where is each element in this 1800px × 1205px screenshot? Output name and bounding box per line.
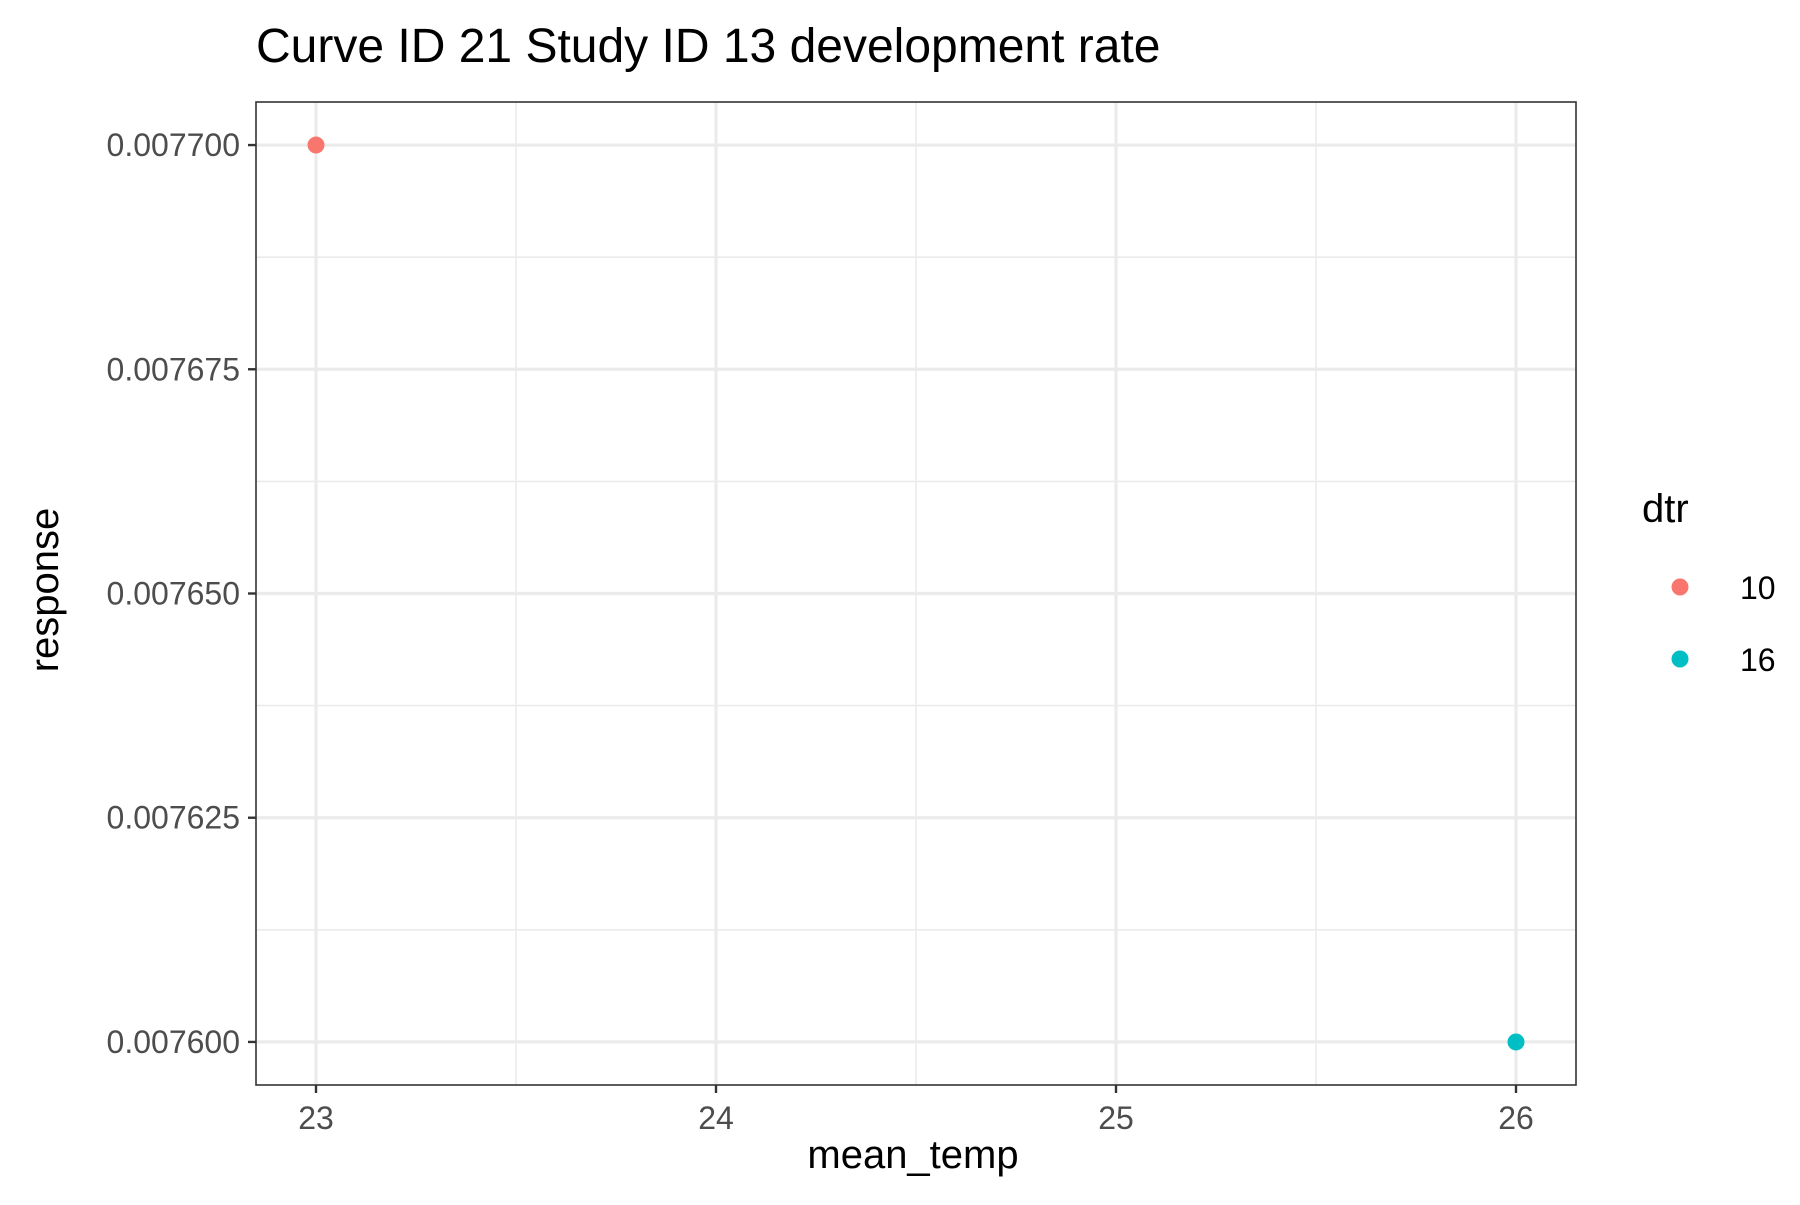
y-tick-label: 0.007675: [107, 351, 240, 387]
legend-entries: 10 16: [1671, 570, 1776, 678]
y-axis-title: response: [23, 508, 67, 673]
x-axis: 23 24 25 26: [298, 1085, 1534, 1136]
legend-title: dtr: [1642, 487, 1689, 531]
data-point-dtr-16: [1507, 1033, 1525, 1051]
chart-title: Curve ID 21 Study ID 13 development rate: [256, 20, 1160, 73]
y-tick-label: 0.007650: [107, 576, 240, 612]
legend: dtr 10 16: [1642, 487, 1776, 678]
minor-gridlines: [256, 102, 1576, 1085]
x-tick-label: 23: [298, 1100, 334, 1136]
legend-label-16: 16: [1740, 642, 1776, 678]
y-axis: 0.007600 0.007625 0.007650 0.007675 0.007700: [107, 127, 256, 1060]
x-tick-label: 26: [1498, 1100, 1534, 1136]
y-tick-label: 0.007600: [107, 1024, 240, 1060]
y-tick-label: 0.007700: [107, 127, 240, 163]
data-points: [307, 136, 1525, 1051]
legend-key-16: [1671, 650, 1689, 668]
y-tick-label: 0.007625: [107, 800, 240, 836]
major-gridlines: [256, 102, 1576, 1085]
x-tick-label: 24: [698, 1100, 734, 1136]
x-tick-label: 25: [1098, 1100, 1134, 1136]
data-point-dtr-10: [307, 136, 325, 154]
legend-key-10: [1671, 578, 1689, 596]
x-axis-title: mean_temp: [807, 1133, 1018, 1177]
legend-label-10: 10: [1740, 570, 1776, 606]
